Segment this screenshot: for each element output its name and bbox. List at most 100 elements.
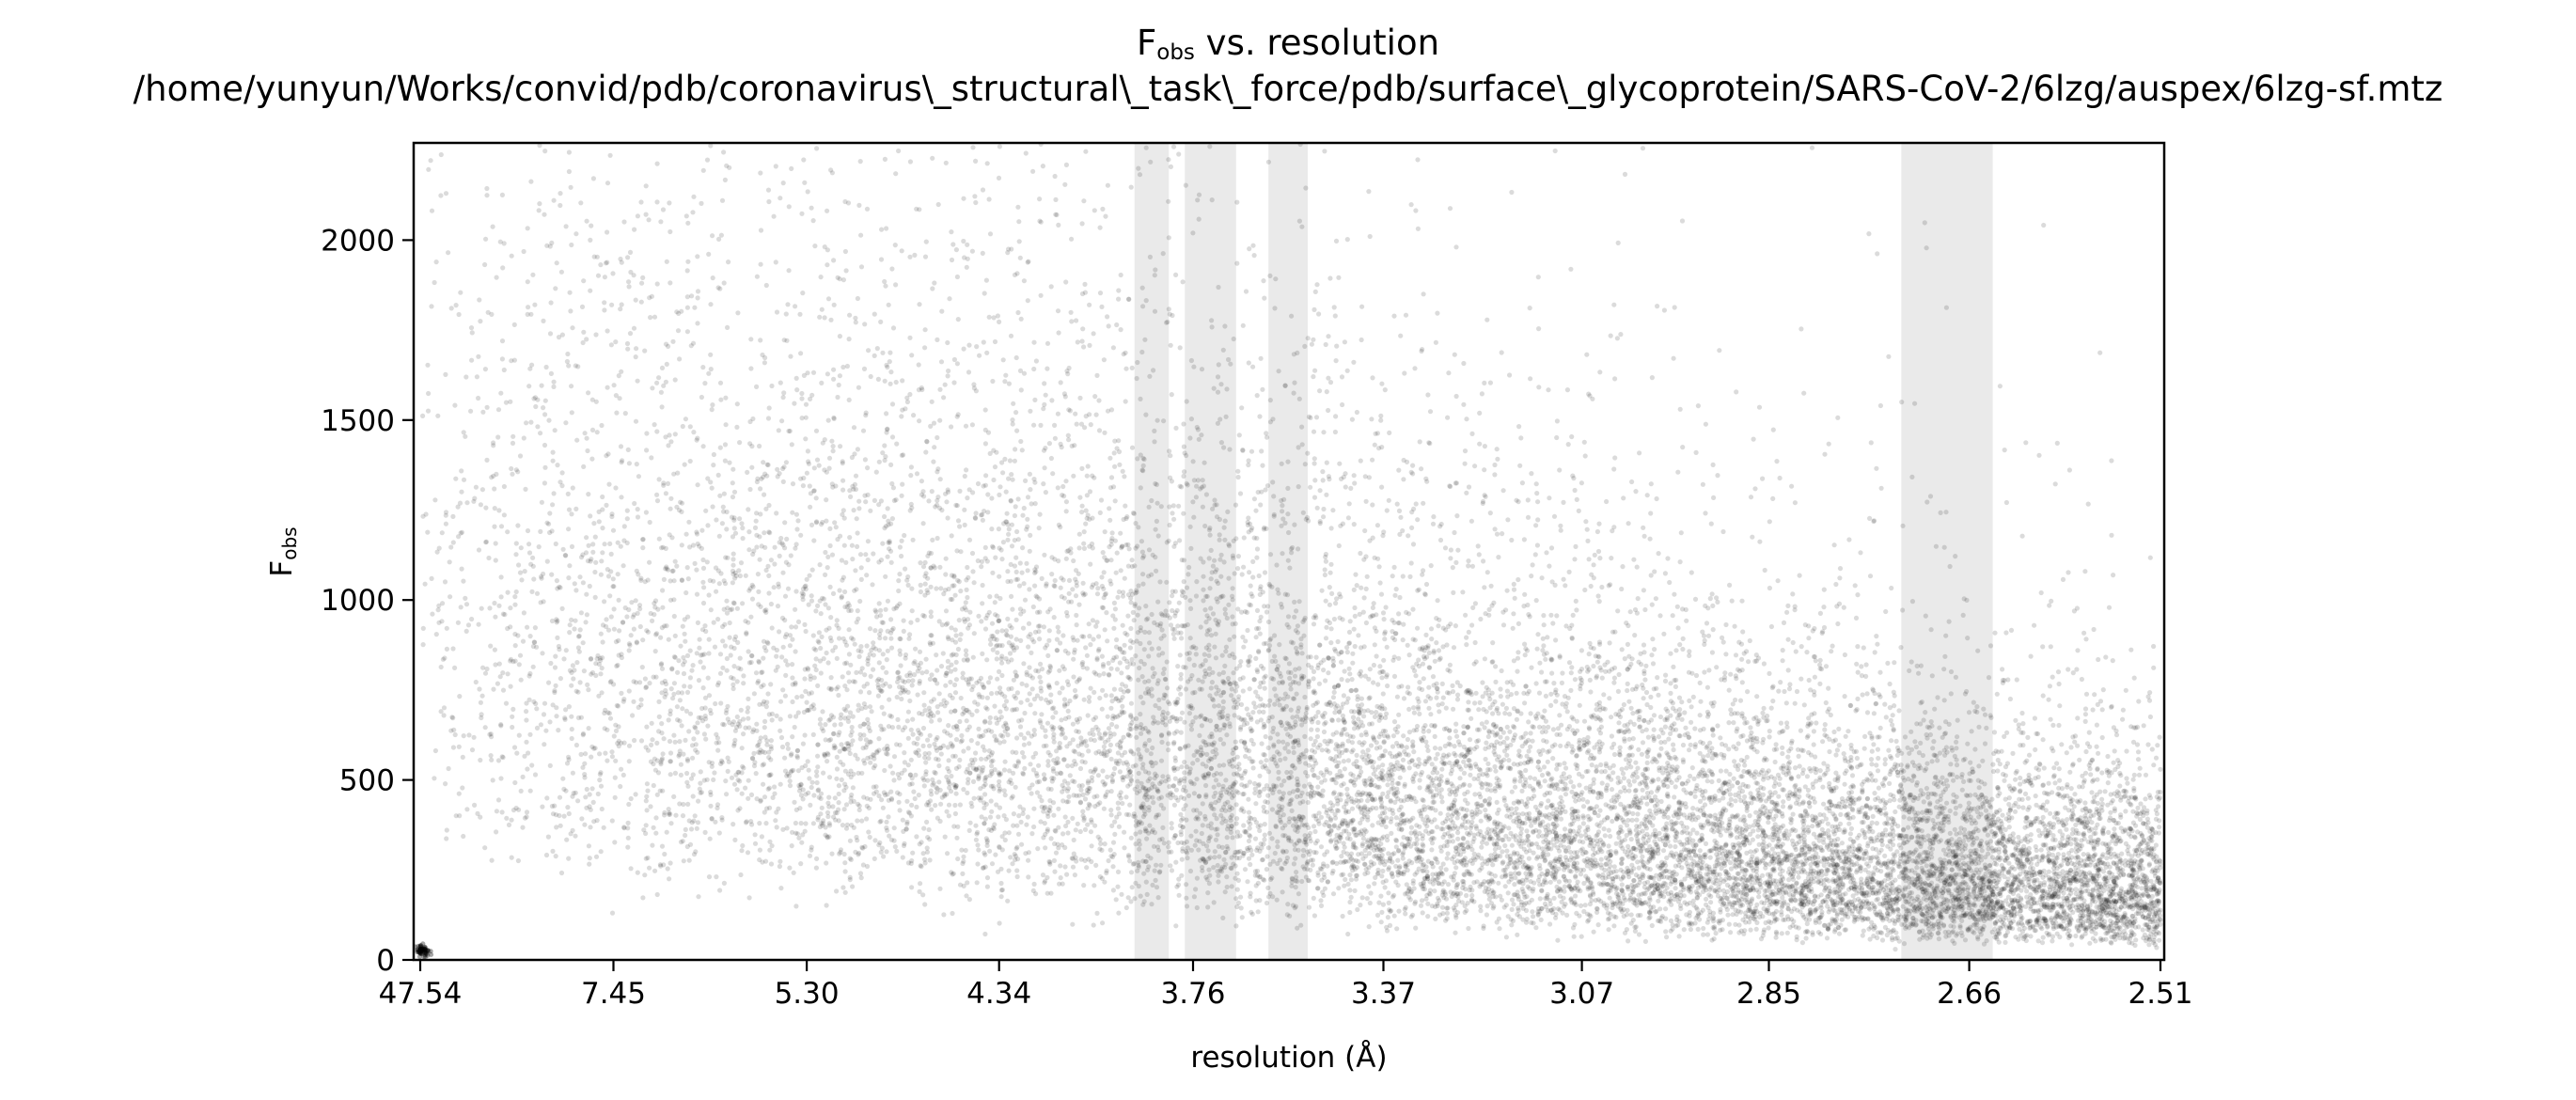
data-point bbox=[725, 324, 730, 330]
data-point bbox=[831, 258, 837, 263]
data-point bbox=[1529, 759, 1534, 764]
data-point bbox=[508, 684, 513, 689]
data-point bbox=[2056, 766, 2062, 772]
data-point bbox=[1739, 598, 1745, 604]
data-point bbox=[1345, 696, 1351, 701]
data-point bbox=[564, 837, 570, 842]
data-point bbox=[1979, 904, 1985, 909]
data-point bbox=[1337, 615, 1343, 621]
data-point bbox=[1724, 853, 1730, 858]
data-point bbox=[573, 742, 580, 748]
data-point bbox=[667, 876, 672, 882]
data-point bbox=[960, 670, 966, 676]
data-point bbox=[1998, 818, 2003, 825]
data-point bbox=[2085, 501, 2091, 507]
data-point bbox=[1633, 489, 1639, 495]
data-point bbox=[1316, 681, 1322, 686]
data-point bbox=[1087, 342, 1092, 348]
data-point bbox=[1055, 624, 1060, 630]
data-point bbox=[1222, 611, 1228, 617]
data-point bbox=[1539, 575, 1545, 581]
data-point bbox=[973, 199, 979, 206]
data-point bbox=[1747, 919, 1752, 925]
data-point bbox=[1821, 801, 1827, 807]
data-point bbox=[1079, 503, 1085, 509]
title-rest: vs. resolution bbox=[1195, 23, 1439, 63]
data-point bbox=[1636, 932, 1642, 937]
data-point bbox=[1178, 730, 1184, 735]
data-point bbox=[1013, 410, 1019, 416]
data-point bbox=[910, 850, 916, 856]
data-point bbox=[1792, 783, 1798, 790]
data-point bbox=[829, 438, 835, 444]
data-point bbox=[809, 704, 814, 710]
data-point bbox=[1641, 900, 1647, 905]
data-point bbox=[2154, 878, 2160, 885]
data-point bbox=[2010, 919, 2017, 924]
data-point bbox=[1536, 690, 1543, 696]
data-point bbox=[1367, 233, 1373, 240]
data-point bbox=[846, 337, 852, 342]
data-point bbox=[1264, 765, 1269, 771]
data-point bbox=[1393, 815, 1399, 821]
data-point bbox=[2050, 790, 2055, 795]
data-point bbox=[1065, 432, 1071, 438]
data-point bbox=[1527, 306, 1532, 311]
data-point bbox=[944, 809, 950, 814]
data-point bbox=[1275, 843, 1280, 850]
data-point bbox=[666, 717, 671, 723]
data-point bbox=[1587, 860, 1593, 866]
data-point bbox=[682, 684, 687, 689]
data-point bbox=[1086, 621, 1092, 627]
data-point bbox=[836, 692, 841, 699]
data-point bbox=[881, 854, 887, 859]
data-point bbox=[896, 799, 902, 805]
data-point bbox=[1248, 834, 1253, 840]
data-point bbox=[737, 440, 743, 446]
data-point bbox=[1563, 583, 1568, 589]
data-point bbox=[1812, 898, 1817, 904]
data-point bbox=[1246, 462, 1251, 468]
data-point bbox=[1364, 574, 1370, 579]
data-point bbox=[671, 613, 677, 620]
data-point bbox=[1249, 729, 1254, 734]
data-point bbox=[1366, 924, 1372, 930]
data-point bbox=[1882, 701, 1888, 707]
data-point bbox=[2050, 894, 2055, 900]
data-point bbox=[1960, 612, 1966, 619]
data-point bbox=[691, 430, 697, 435]
data-point bbox=[2123, 809, 2128, 814]
data-point bbox=[1074, 729, 1079, 734]
data-point bbox=[935, 734, 940, 741]
data-point bbox=[1275, 731, 1280, 737]
data-point bbox=[762, 644, 767, 651]
data-point bbox=[1013, 569, 1019, 575]
data-point bbox=[2015, 857, 2020, 863]
data-point bbox=[1380, 879, 1386, 886]
data-point bbox=[1344, 237, 1350, 243]
data-point bbox=[1445, 667, 1451, 673]
data-point bbox=[848, 494, 854, 500]
data-point bbox=[944, 774, 950, 779]
data-point bbox=[1342, 339, 1347, 345]
data-point bbox=[1403, 911, 1408, 917]
data-point bbox=[1905, 858, 1910, 865]
data-point bbox=[1129, 656, 1135, 663]
data-point bbox=[1427, 409, 1434, 415]
data-point bbox=[1643, 727, 1649, 732]
data-point bbox=[1222, 323, 1228, 329]
data-point bbox=[923, 239, 929, 244]
data-point bbox=[694, 567, 699, 573]
data-point bbox=[880, 450, 886, 456]
data-point bbox=[1754, 902, 1760, 907]
data-point bbox=[1041, 448, 1047, 453]
data-point bbox=[695, 749, 700, 755]
data-point bbox=[1848, 885, 1854, 890]
data-point bbox=[771, 585, 777, 590]
data-point bbox=[976, 613, 982, 619]
data-point bbox=[1264, 483, 1271, 489]
data-point bbox=[2047, 884, 2052, 890]
data-point bbox=[723, 422, 729, 428]
data-point bbox=[2086, 730, 2092, 735]
data-point bbox=[1079, 338, 1085, 344]
